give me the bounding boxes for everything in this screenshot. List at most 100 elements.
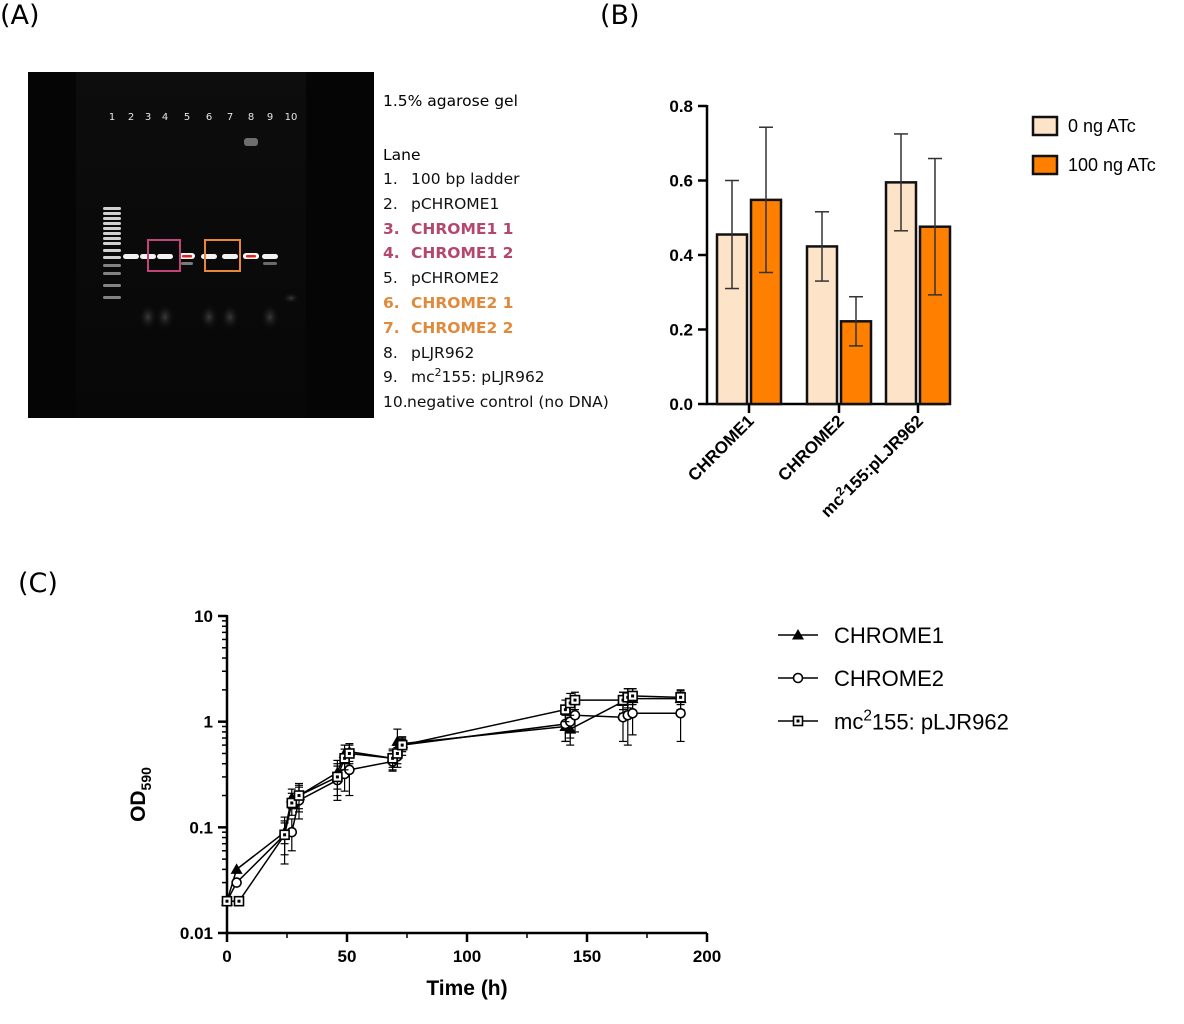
gel-legend-item: 9. mc2155: pLJR962 bbox=[383, 366, 545, 387]
gel-primer-smear bbox=[282, 292, 300, 304]
line-y-tick-label: 0.1 bbox=[189, 818, 213, 837]
gel-image: 1 2 3 4 5 6 7 8 9 10 bbox=[28, 72, 374, 418]
line-y-tick-label: 10 bbox=[194, 607, 213, 626]
line-x-tick-label: 100 bbox=[453, 947, 481, 966]
bar-y-tick-label: 0.4 bbox=[669, 246, 693, 265]
gel-legend-item: 7. CHROME2 2 bbox=[383, 319, 513, 337]
growth-point-square-center bbox=[400, 743, 404, 747]
gel-legend-item-number: 8. bbox=[383, 343, 398, 362]
gel-legend-item-text: pLJR962 bbox=[411, 343, 475, 362]
gel-band bbox=[201, 254, 217, 259]
bar-y-tick-label: 0.6 bbox=[669, 172, 693, 191]
gel-legend-item-number: 7. bbox=[383, 318, 400, 337]
gel-ladder-band bbox=[103, 284, 121, 287]
line-x-tick-label: 50 bbox=[338, 947, 357, 966]
gel-ladder-band bbox=[103, 264, 121, 267]
gel-primer-smear bbox=[155, 303, 175, 331]
growth-point-square-center bbox=[395, 751, 399, 755]
bar-category-label: CHROME1 bbox=[684, 411, 758, 485]
gel-band bbox=[157, 254, 173, 259]
panel-label-c: (C) bbox=[18, 568, 58, 599]
gel-band bbox=[222, 254, 238, 259]
gel-band bbox=[262, 254, 278, 259]
growth-point-circle bbox=[627, 707, 638, 719]
gel-highlight-box-chrome2 bbox=[204, 239, 241, 272]
gel-legend-item-text: pCHROME2 bbox=[411, 269, 500, 288]
growth-point-square-center bbox=[283, 833, 287, 837]
gel-legend-item: 4. CHROME1 2 bbox=[383, 244, 513, 262]
gel-band-saturation bbox=[182, 255, 192, 258]
growth-point-square-center bbox=[573, 698, 577, 702]
gel-lane-number: 3 bbox=[145, 112, 151, 123]
bar-y-tick-label: 0.8 bbox=[669, 97, 693, 116]
growth-legend-marker bbox=[792, 629, 804, 640]
gel-ladder-band bbox=[103, 242, 121, 245]
line-y-axis-title-sub: 590 bbox=[138, 767, 154, 791]
growth-point-triangle bbox=[230, 863, 243, 874]
gel-legend-header: Lane bbox=[383, 146, 421, 164]
gel-primer-smear bbox=[220, 303, 240, 331]
line-y-tick-label: 0.01 bbox=[180, 924, 213, 943]
gel-legend-item: 10.negative control (no DNA) bbox=[383, 393, 609, 411]
growth-point-circle bbox=[231, 877, 242, 888]
gel-legend-item-number: 9. bbox=[383, 368, 398, 387]
growth-point-square-center bbox=[347, 751, 351, 755]
bar-legend-swatch bbox=[1031, 154, 1059, 176]
growth-point-square-center bbox=[679, 695, 683, 699]
gel-lane-number: 6 bbox=[206, 112, 212, 123]
gel-ladder-band bbox=[103, 207, 121, 210]
gel-svg: 1 2 3 4 5 6 7 8 9 10 bbox=[28, 72, 374, 418]
growth-point-square-center bbox=[335, 775, 339, 779]
gel-legend-item: 2. pCHROME1 bbox=[383, 195, 499, 213]
gel-lane-number: 4 bbox=[162, 112, 168, 123]
gel-legend-item-number: 6. bbox=[383, 294, 400, 312]
bar-y-tick-label: 0.0 bbox=[669, 395, 693, 414]
gel-legend-item-number: 2. bbox=[383, 194, 398, 213]
growth-legend-label: CHROME2 bbox=[834, 666, 944, 691]
gel-ladder-band bbox=[103, 237, 121, 240]
gel-legend-item-text: negative control (no DNA) bbox=[407, 393, 609, 412]
bar-legend-label: 0 ng ATc bbox=[1068, 116, 1136, 136]
growth-point-square-center bbox=[631, 694, 635, 698]
gel-primer-smear bbox=[138, 303, 158, 331]
gel-lane-number: 7 bbox=[227, 112, 233, 123]
growth-legend-marker bbox=[792, 672, 804, 684]
gel-primer-smear bbox=[260, 303, 280, 331]
gel-highlight-box-chrome1 bbox=[147, 239, 181, 272]
growth-legend-label: CHROME1 bbox=[834, 623, 944, 648]
bar-category-label: CHROME2 bbox=[774, 411, 848, 485]
line-x-axis-title: Time (h) bbox=[426, 977, 507, 1000]
gel-lane-number: 10 bbox=[285, 112, 298, 123]
gel-legend-item: 5. pCHROME2 bbox=[383, 269, 499, 287]
line-y-tick-label: 1 bbox=[204, 713, 213, 732]
gel-lane-number: 9 bbox=[267, 112, 273, 123]
panel-label-a: (A) bbox=[0, 0, 40, 31]
gel-lane-number: 1 bbox=[109, 112, 115, 123]
gel-ladder-band bbox=[103, 217, 121, 220]
line-x-tick-label: 0 bbox=[222, 947, 231, 966]
line-y-axis-title: OD590 bbox=[127, 767, 154, 822]
gel-ladder-band bbox=[103, 212, 121, 215]
line-x-tick-label: 200 bbox=[693, 947, 721, 966]
gel-legend-item-text: CHROME2 1 bbox=[411, 294, 514, 312]
bar-legend-label: 100 ng ATc bbox=[1068, 155, 1156, 175]
gel-ladder-band bbox=[103, 249, 121, 252]
panel-label-b: (B) bbox=[600, 0, 640, 31]
gel-band-saturation bbox=[246, 255, 256, 258]
gel-faint-band bbox=[263, 262, 277, 265]
gel-legend-item: 8. pLJR962 bbox=[383, 344, 474, 362]
gel-lane-number: 2 bbox=[128, 112, 134, 123]
bar-legend-swatch bbox=[1031, 115, 1059, 137]
gel-ladder-band bbox=[103, 232, 121, 235]
bar bbox=[918, 225, 952, 406]
gel-band bbox=[123, 254, 139, 259]
gel-legend-item-text: CHROME1 1 bbox=[411, 219, 514, 238]
gel-well-signal bbox=[244, 138, 258, 146]
growth-legend-marker-center bbox=[796, 719, 800, 723]
gel-ladder-band bbox=[103, 296, 121, 299]
growth-point-square-center bbox=[225, 899, 229, 903]
gel-legend-item-number: 3. bbox=[383, 219, 400, 238]
growth-point-square-center bbox=[237, 899, 241, 903]
